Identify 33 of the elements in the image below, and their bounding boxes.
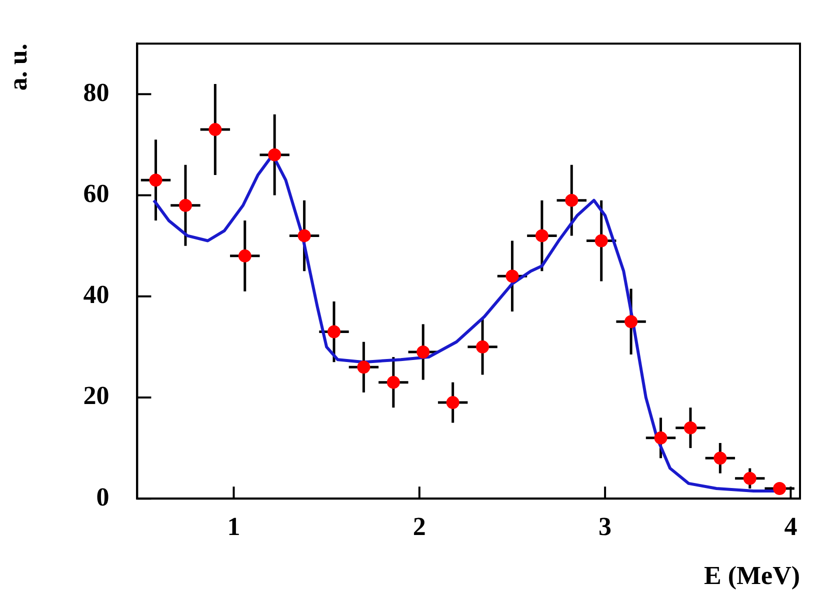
point (298, 229, 311, 242)
point (743, 472, 756, 485)
point (268, 148, 282, 162)
x-tick-label: 4 (784, 512, 798, 541)
point (654, 431, 668, 444)
point (357, 360, 370, 374)
point (238, 249, 252, 262)
point (535, 229, 548, 242)
point (178, 198, 192, 212)
point (476, 340, 490, 354)
x-tick-label: 1 (227, 512, 240, 541)
point (416, 345, 430, 358)
x-axis-title: E (MeV) (704, 561, 800, 590)
point (506, 270, 519, 283)
y-tick-label: 40 (83, 280, 110, 310)
point (684, 421, 697, 434)
point (328, 325, 340, 338)
y-tick-label: 20 (83, 381, 110, 410)
x-tick-label: 2 (412, 512, 426, 541)
point (773, 482, 786, 495)
y-tick-label: 60 (83, 178, 110, 208)
point (446, 396, 460, 410)
y-axis-title: a. u. (3, 44, 32, 91)
x-tick-label: 3 (598, 512, 612, 541)
point (594, 234, 608, 248)
point (386, 376, 400, 389)
point (714, 452, 727, 465)
y-tick-label: 0 (96, 482, 110, 512)
y-tick-label: 80 (83, 78, 110, 107)
point (208, 123, 222, 136)
point (565, 194, 578, 207)
point (149, 174, 162, 187)
point (624, 315, 638, 328)
